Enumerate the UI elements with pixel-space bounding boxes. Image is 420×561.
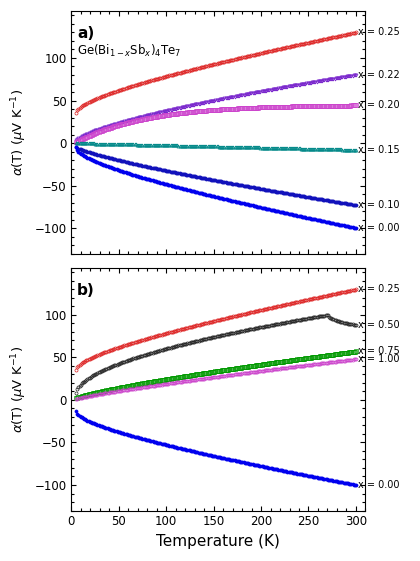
Y-axis label: $\alpha$(T) ($\mu$V K$^{-1}$): $\alpha$(T) ($\mu$V K$^{-1}$) (9, 346, 29, 433)
Text: x = 0.25: x = 0.25 (358, 284, 399, 295)
Text: x = 0.10: x = 0.10 (358, 200, 399, 210)
Text: x = 0.25: x = 0.25 (358, 27, 399, 38)
Text: b): b) (77, 283, 95, 297)
Text: x = 0.00: x = 0.00 (358, 480, 399, 490)
Text: x = 0.20: x = 0.20 (358, 100, 399, 110)
Text: a): a) (77, 26, 94, 41)
Text: x = 0.15: x = 0.15 (358, 145, 399, 155)
Y-axis label: $\alpha$(T) ($\mu$V K$^{-1}$): $\alpha$(T) ($\mu$V K$^{-1}$) (9, 89, 29, 176)
Text: x = 0.00: x = 0.00 (358, 223, 399, 233)
Text: x = 0.50: x = 0.50 (358, 320, 399, 330)
Text: x = 0.22: x = 0.22 (358, 70, 399, 80)
Text: Ge(Bi$_{1-x}$Sb$_x$)$_4$Te$_7$: Ge(Bi$_{1-x}$Sb$_x$)$_4$Te$_7$ (77, 43, 181, 59)
X-axis label: Temperature (K): Temperature (K) (157, 534, 280, 549)
Text: x = 0.75: x = 0.75 (358, 347, 399, 356)
Text: x = 1.00: x = 1.00 (358, 354, 399, 364)
